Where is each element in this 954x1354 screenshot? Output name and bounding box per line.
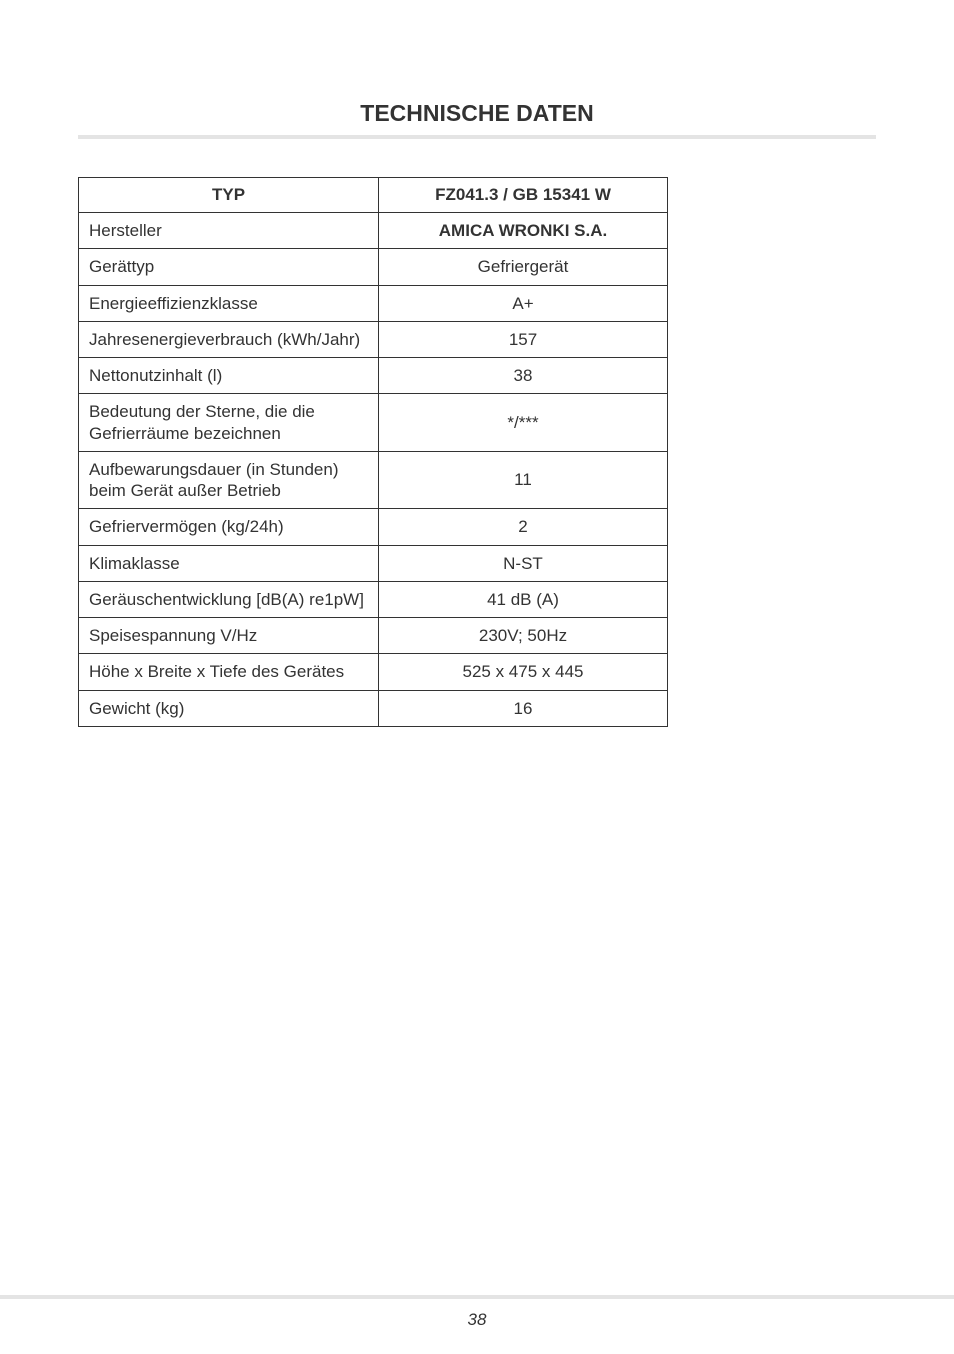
table-row: Klimaklasse N-ST (79, 545, 668, 581)
row-label: Gewicht (kg) (79, 690, 379, 726)
row-value: N-ST (379, 545, 668, 581)
row-label: Energieeffizienzklasse (79, 285, 379, 321)
row-label: Höhe x Breite x Tiefe des Gerätes (79, 654, 379, 690)
table-row: Energieeffizienzklasse A+ (79, 285, 668, 321)
table-row: Gewicht (kg) 16 (79, 690, 668, 726)
row-value: 157 (379, 321, 668, 357)
row-value: A+ (379, 285, 668, 321)
row-label: Speisespannung V/Hz (79, 618, 379, 654)
row-label: Geräuschentwicklung [dB(A) re1pW] (79, 581, 379, 617)
table-row: Jahresenergieverbrauch (kWh/Jahr) 157 (79, 321, 668, 357)
row-value: 38 (379, 358, 668, 394)
title-underline (78, 135, 876, 139)
table-row: Aufbewarungsdauer (in Stun­den) beim Ger… (79, 451, 668, 509)
row-value: */*** (379, 394, 668, 452)
row-value: AMICA WRONKI S.A. (379, 213, 668, 249)
row-label: Bedeutung der Sterne, die die Gefrierräu… (79, 394, 379, 452)
row-value: 11 (379, 451, 668, 509)
table-row: Speisespannung V/Hz 230V; 50Hz (79, 618, 668, 654)
table-row: Höhe x Breite x Tiefe des Gerätes 525 x … (79, 654, 668, 690)
spec-table: TYP FZ041.3 / GB 15341 W Hersteller AMIC… (78, 177, 668, 727)
page-number: 38 (0, 1310, 954, 1330)
row-label: Gefriervermögen (kg/24h) (79, 509, 379, 545)
row-label: Jahresenergieverbrauch (kWh/Jahr) (79, 321, 379, 357)
row-label: Gerättyp (79, 249, 379, 285)
row-value: Gefriergerät (379, 249, 668, 285)
page-container: TECHNISCHE DATEN TYP FZ041.3 / GB 15341 … (0, 0, 954, 1354)
page-title: TECHNISCHE DATEN (78, 100, 876, 127)
row-label: Nettonutzinhalt (l) (79, 358, 379, 394)
row-value: 2 (379, 509, 668, 545)
table-row: Gerättyp Gefriergerät (79, 249, 668, 285)
table-row: Bedeutung der Sterne, die die Gefrierräu… (79, 394, 668, 452)
table-body: Hersteller AMICA WRONKI S.A. Gerättyp Ge… (79, 213, 668, 727)
table-row: Geräuschentwicklung [dB(A) re1pW] 41 dB … (79, 581, 668, 617)
row-value: 230V; 50Hz (379, 618, 668, 654)
row-value: 16 (379, 690, 668, 726)
row-value: 41 dB (A) (379, 581, 668, 617)
table-row: Hersteller AMICA WRONKI S.A. (79, 213, 668, 249)
footer-rule (0, 1295, 954, 1299)
row-label: Hersteller (79, 213, 379, 249)
header-value: FZ041.3 / GB 15341 W (379, 178, 668, 213)
table-row: Nettonutzinhalt (l) 38 (79, 358, 668, 394)
row-value: 525 x 475 x 445 (379, 654, 668, 690)
table-row: Gefriervermögen (kg/24h) 2 (79, 509, 668, 545)
row-label: Klimaklasse (79, 545, 379, 581)
header-label: TYP (79, 178, 379, 213)
row-label: Aufbewarungsdauer (in Stun­den) beim Ger… (79, 451, 379, 509)
table-header-row: TYP FZ041.3 / GB 15341 W (79, 178, 668, 213)
